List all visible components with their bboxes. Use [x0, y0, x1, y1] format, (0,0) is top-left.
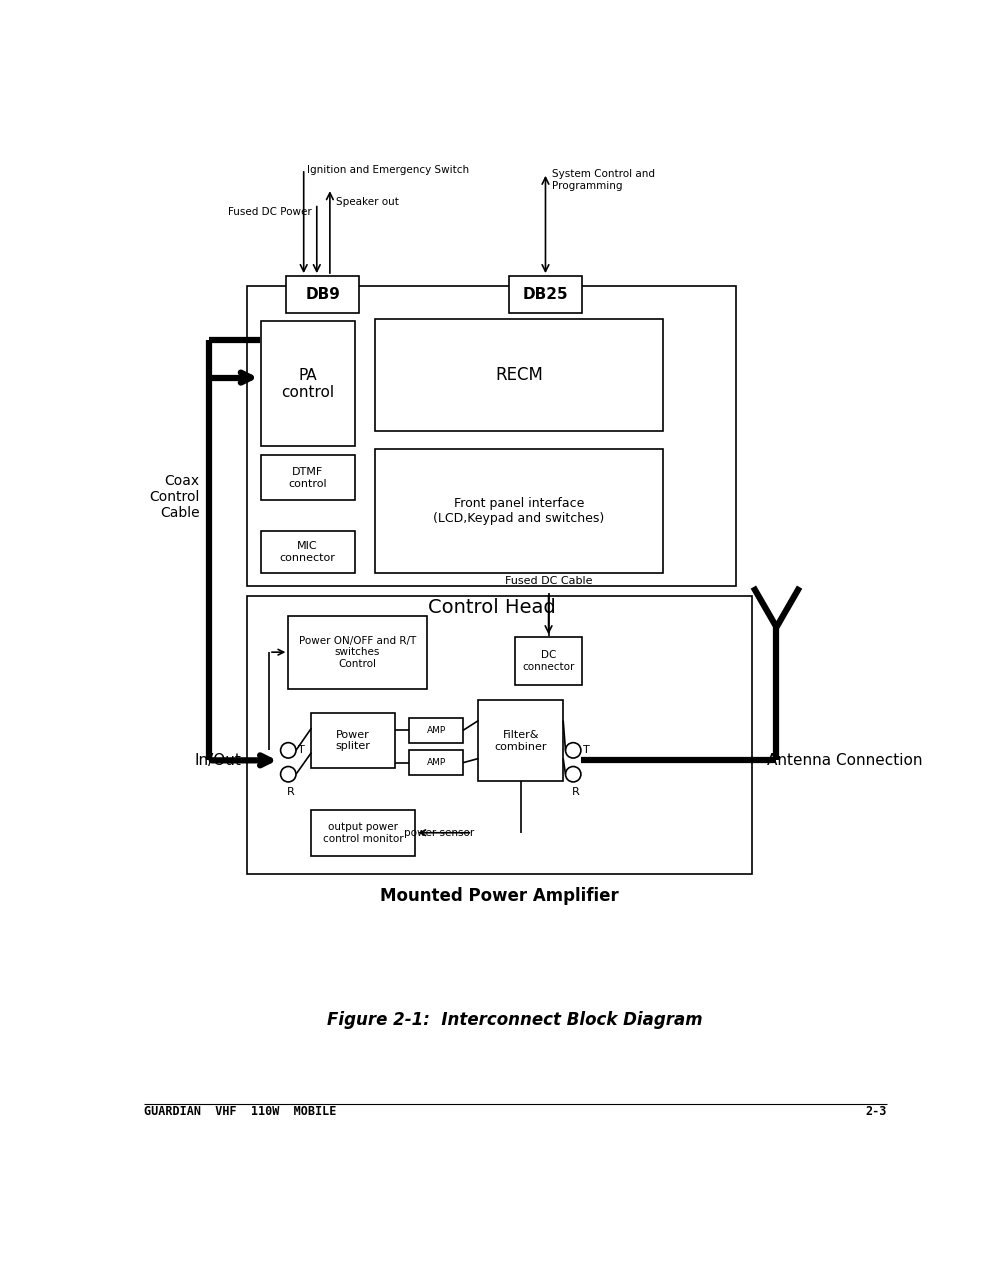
Text: Front panel interface
(LCD,Keypad and switches): Front panel interface (LCD,Keypad and sw… [433, 497, 605, 525]
Text: DB25: DB25 [523, 287, 569, 302]
FancyBboxPatch shape [409, 718, 463, 742]
FancyBboxPatch shape [375, 319, 663, 431]
FancyBboxPatch shape [478, 700, 563, 781]
Text: output power
control monitor: output power control monitor [323, 822, 404, 844]
FancyBboxPatch shape [515, 637, 583, 685]
Text: Mounted Power Amplifier: Mounted Power Amplifier [380, 887, 619, 905]
Text: R: R [572, 787, 580, 797]
Text: In/Out: In/Out [194, 753, 241, 768]
FancyBboxPatch shape [286, 276, 359, 314]
FancyBboxPatch shape [510, 276, 583, 314]
Text: 2-3: 2-3 [865, 1105, 886, 1117]
Text: DTMF
control: DTMF control [288, 467, 327, 489]
Text: MIC
connector: MIC connector [279, 541, 336, 563]
Text: GUARDIAN  VHF  110W  MOBILE: GUARDIAN VHF 110W MOBILE [144, 1105, 336, 1117]
Text: Filter&
combiner: Filter& combiner [494, 730, 547, 751]
Text: R: R [286, 787, 294, 797]
FancyBboxPatch shape [260, 531, 355, 573]
Text: Control Head: Control Head [428, 598, 556, 617]
Text: Fused DC Power: Fused DC Power [228, 207, 312, 218]
Text: Antenna Connection: Antenna Connection [767, 753, 923, 768]
FancyBboxPatch shape [247, 285, 737, 586]
FancyBboxPatch shape [312, 713, 395, 768]
FancyBboxPatch shape [312, 810, 415, 856]
Text: Power
spliter: Power spliter [336, 730, 371, 751]
Text: System Control and
Programming: System Control and Programming [552, 169, 654, 191]
Text: power sensor: power sensor [404, 828, 474, 837]
Text: DB9: DB9 [306, 287, 340, 302]
Text: Speaker out: Speaker out [336, 197, 399, 207]
Text: Fused DC Cable: Fused DC Cable [505, 576, 592, 586]
Text: T: T [298, 745, 306, 755]
FancyBboxPatch shape [409, 750, 463, 774]
Text: AMP: AMP [426, 758, 446, 767]
Text: AMP: AMP [426, 726, 446, 735]
Text: Power ON/OFF and R/T
switches
Control: Power ON/OFF and R/T switches Control [298, 636, 416, 668]
Text: T: T [583, 745, 590, 755]
Text: PA
control: PA control [281, 367, 334, 401]
FancyBboxPatch shape [260, 456, 355, 500]
FancyBboxPatch shape [260, 321, 355, 447]
FancyBboxPatch shape [288, 616, 427, 689]
FancyBboxPatch shape [247, 596, 752, 873]
Text: Figure 2-1:  Interconnect Block Diagram: Figure 2-1: Interconnect Block Diagram [328, 1011, 702, 1029]
Text: RECM: RECM [495, 366, 543, 384]
Text: Ignition and Emergency Switch: Ignition and Emergency Switch [307, 165, 469, 175]
Text: Coax
Control
Cable: Coax Control Cable [150, 474, 200, 520]
Text: DC
connector: DC connector [523, 650, 575, 672]
FancyBboxPatch shape [375, 448, 663, 573]
